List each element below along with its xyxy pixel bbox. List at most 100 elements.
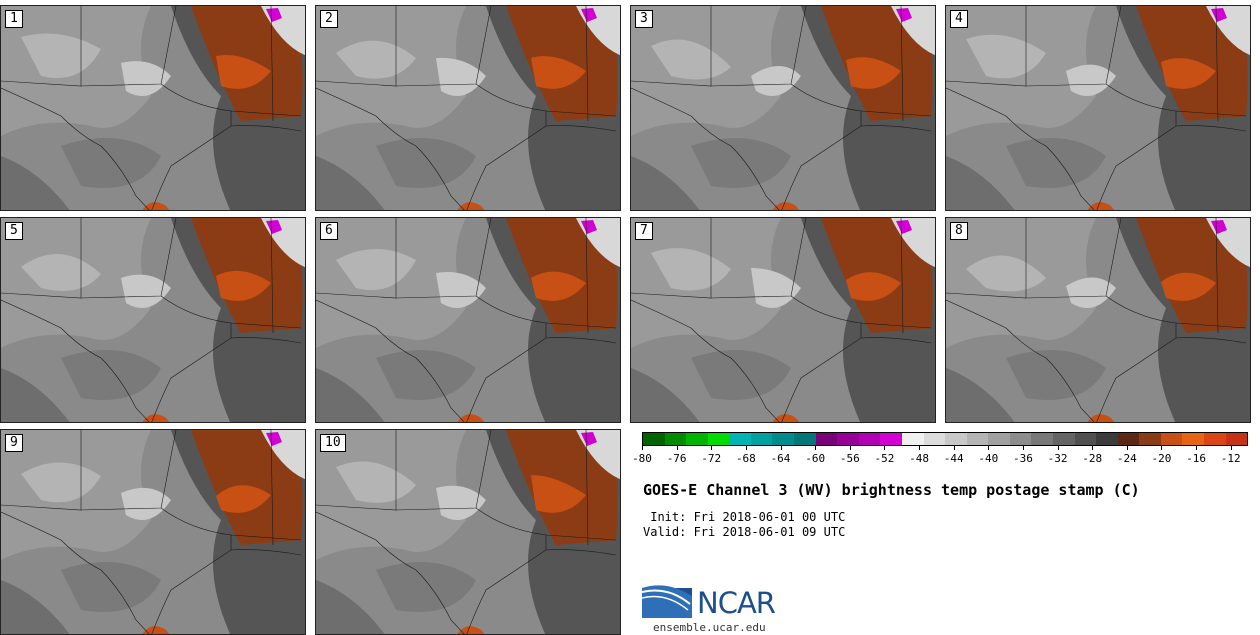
colorbar-tick-label: -76 [666,452,687,465]
colorbar-segment [1117,433,1140,445]
colorbar-tick-label: -28 [1082,452,1103,465]
colorbar-segment [1225,433,1248,445]
water-vapor-map [631,6,935,210]
postage-stamp-panel: 7 [630,217,936,423]
colorbar-tick-mark [676,446,678,450]
postage-stamp-panel: 5 [0,217,306,423]
colorbar-tick-mark [919,446,921,450]
colorbar-segment [750,433,773,445]
colorbar-segment [729,433,751,445]
colorbar-tick-mark [1022,446,1024,450]
panel-label: 5 [5,222,23,240]
colorbar-tick-label: -72 [701,452,722,465]
colorbar-segment [1160,433,1183,445]
postage-stamp-panel: 6 [315,217,621,423]
postage-stamp-panel: 3 [630,5,936,211]
panel-label: 9 [5,434,23,452]
colorbar-tick-mark [1057,446,1059,450]
panel-label: 1 [5,10,23,28]
colorbar-tick-mark [745,446,747,450]
water-vapor-map [316,430,620,634]
panel-label: 6 [320,222,338,240]
panel-label: 4 [950,10,968,28]
colorbar-segment [1074,433,1097,445]
colorbar-segment [1139,433,1161,445]
colorbar-tick-mark [1161,446,1163,450]
panel-label: 3 [635,10,653,28]
colorbar-segment [1031,433,1053,445]
colorbar-tick-mark [988,446,990,450]
colorbar-segment [686,433,708,445]
site-url: ensemble.ucar.edu [653,621,766,634]
colorbar-segment [945,433,967,445]
colorbar-tick-label: -40 [978,452,999,465]
panel-label: 8 [950,222,968,240]
colorbar-segment [664,433,687,445]
colorbar-tick-label: -56 [839,452,860,465]
colorbar-segment [772,433,795,445]
water-vapor-map [1,218,305,422]
colorbar-tick-label: -44 [943,452,964,465]
postage-stamp-panel: 4 [945,5,1251,211]
colorbar-tick-mark [1092,446,1094,450]
colorbar-segment [966,433,989,445]
valid-time: Valid: Fri 2018-06-01 09 UTC [643,525,846,539]
postage-stamp-panel: 2 [315,5,621,211]
colorbar-tick-label: -68 [735,452,756,465]
postage-stamp-panel: 9 [0,429,306,635]
colorbar-segment [858,433,881,445]
colorbar-tick-label: -20 [1151,452,1172,465]
colorbar-tick-mark [711,446,713,450]
panel-label: 7 [635,222,653,240]
ncar-logo-icon [642,585,692,618]
water-vapor-map [1,430,305,634]
colorbar-tick-label: -32 [1047,452,1068,465]
colorbar-segment [794,433,816,445]
logo-text: NCAR [697,586,776,620]
colorbar-tick-label: -36 [1012,452,1033,465]
colorbar [642,432,1248,446]
colorbar-segment [1096,433,1118,445]
colorbar-segment [1052,433,1075,445]
colorbar-tick-label: -52 [874,452,895,465]
colorbar-tick-mark [884,446,886,450]
colorbar-segment [707,433,730,445]
water-vapor-map [631,218,935,422]
colorbar-segment [643,433,665,445]
colorbar-segment [901,433,924,445]
water-vapor-map [946,6,1250,210]
colorbar-segment [815,433,838,445]
colorbar-tick-mark [642,446,643,450]
page-title: GOES-E Channel 3 (WV) brightness temp po… [643,481,1140,499]
colorbar-segment [1009,433,1032,445]
colorbar-segment [923,433,946,445]
water-vapor-map [316,218,620,422]
colorbar-tick-label: -60 [805,452,826,465]
colorbar-tick-label: -16 [1186,452,1206,465]
panel-label: 2 [320,10,338,28]
colorbar-tick-label: -48 [909,452,929,465]
water-vapor-map [316,6,620,210]
panel-label: 10 [320,434,346,452]
colorbar-tick-label: -12 [1220,452,1241,465]
colorbar-segment [1204,433,1226,445]
postage-stamp-panel: 10 [315,429,621,635]
colorbar-tick-mark [1196,446,1198,450]
colorbar-tick-label: -64 [770,452,791,465]
init-time: Init: Fri 2018-06-01 00 UTC [643,510,846,524]
postage-stamp-panel: 8 [945,217,1251,423]
colorbar-segment [1182,433,1205,445]
colorbar-tick-mark [849,446,851,450]
colorbar-tick-mark [1230,446,1232,450]
postage-stamp-panel: 1 [0,5,306,211]
colorbar-segment [988,433,1010,445]
water-vapor-map [946,218,1250,422]
colorbar-tick-mark [780,446,782,450]
colorbar-tick-mark [953,446,955,450]
colorbar-tick-label: -80 [632,452,652,465]
water-vapor-map [1,6,305,210]
colorbar-segment [880,433,902,445]
colorbar-tick-mark [815,446,817,450]
colorbar-tick-mark [1126,446,1128,450]
colorbar-tick-label: -24 [1116,452,1137,465]
